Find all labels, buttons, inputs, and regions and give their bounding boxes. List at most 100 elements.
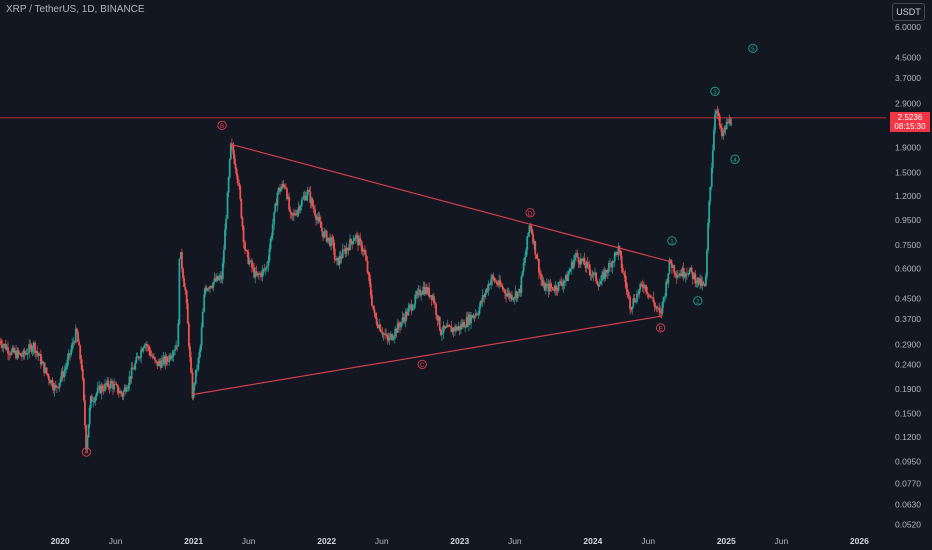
candle-body — [634, 301, 637, 303]
candle-body — [163, 356, 166, 364]
candle-body — [500, 285, 503, 287]
candle-body — [455, 326, 458, 331]
wave-label-2: 2 — [696, 298, 700, 305]
candle-body — [389, 334, 392, 337]
candle-body — [369, 283, 372, 296]
candle-body — [10, 350, 13, 355]
candle-body — [343, 249, 346, 251]
wave-label-e-circle — [656, 323, 666, 333]
candle-body — [711, 150, 714, 168]
currency-button[interactable]: USDT — [892, 3, 925, 21]
candle-body — [700, 278, 703, 287]
candle-body — [659, 310, 662, 313]
candle-body — [660, 312, 663, 314]
candle-body — [102, 390, 105, 391]
candle-body — [722, 131, 725, 137]
candle-body — [32, 342, 35, 349]
candle-body — [116, 384, 119, 393]
candle-body — [241, 217, 244, 227]
candle-body — [365, 254, 367, 261]
candle-body — [120, 391, 122, 394]
candle-body — [680, 273, 682, 276]
candle-body — [64, 368, 67, 371]
candle-body — [309, 191, 312, 204]
candle-body — [17, 350, 20, 354]
candle-body — [288, 196, 291, 210]
candle-body — [620, 255, 623, 269]
candle-body — [294, 213, 296, 215]
candle-body — [401, 317, 404, 323]
upper-trendline — [231, 143, 671, 263]
candle-body — [350, 239, 353, 242]
candle-body — [35, 350, 37, 354]
candle-body — [395, 328, 398, 333]
candle-body — [264, 268, 267, 270]
candle-body — [142, 347, 145, 352]
candle-body — [597, 283, 600, 287]
candle-body — [137, 356, 140, 359]
candle-body — [46, 373, 49, 376]
candle-body — [55, 386, 58, 388]
candle-body — [621, 268, 624, 273]
candle-body — [93, 400, 96, 402]
candle-body — [501, 286, 504, 290]
candle-body — [190, 357, 192, 373]
candle-body — [547, 283, 550, 292]
candle-body — [226, 192, 229, 219]
candle-body — [87, 424, 90, 438]
wave-label-5: 5 — [751, 46, 755, 53]
candle-body — [65, 366, 68, 369]
candle-body — [274, 203, 277, 212]
candle-body — [592, 272, 595, 276]
candle-body — [219, 275, 222, 278]
candle-body — [77, 332, 79, 342]
candle-body — [323, 231, 326, 238]
candle-body — [221, 263, 224, 280]
candle-body — [200, 327, 203, 346]
candle-body — [124, 387, 127, 392]
y-tick-label: 0.1200 — [895, 432, 921, 442]
candle-body — [393, 336, 396, 339]
candle-body — [625, 282, 628, 290]
candle-body — [710, 167, 713, 187]
candle-body — [667, 273, 670, 283]
candle-body — [98, 385, 101, 388]
candle-body — [651, 297, 653, 299]
candle-body — [409, 304, 412, 306]
candle-body — [239, 186, 242, 200]
candle-body — [164, 356, 167, 364]
candle-body — [212, 282, 215, 288]
y-tick-label: 2.9000 — [895, 98, 921, 108]
candle-body — [270, 235, 273, 239]
candle-body — [23, 350, 26, 355]
candle-body — [298, 206, 301, 211]
candle-body — [141, 349, 144, 352]
candle-body — [486, 288, 489, 291]
candle-body — [364, 249, 366, 255]
candle-body — [143, 345, 146, 348]
candle-body — [682, 267, 685, 277]
candle-body — [49, 380, 51, 384]
wave-label-c: C — [420, 362, 425, 369]
candle-body — [136, 356, 139, 358]
candle-body — [99, 385, 102, 394]
candle-body — [240, 199, 243, 218]
candle-body — [451, 328, 454, 333]
y-tick-label: 0.0950 — [895, 456, 921, 466]
candle-body — [423, 286, 426, 295]
candle-body — [22, 350, 25, 357]
candle-body — [476, 313, 478, 315]
candle-body — [394, 328, 397, 337]
candle-body — [688, 270, 691, 275]
candle-body — [185, 290, 188, 304]
candle-body — [233, 154, 236, 164]
candle-body — [371, 295, 373, 306]
y-tick-label: 0.7500 — [895, 240, 921, 250]
y-tick-label: 0.1900 — [895, 384, 921, 394]
candle-body — [262, 268, 265, 270]
candle-body — [113, 383, 116, 390]
candle-body — [534, 241, 537, 255]
candle-body — [407, 307, 410, 316]
candle-body — [90, 396, 93, 402]
